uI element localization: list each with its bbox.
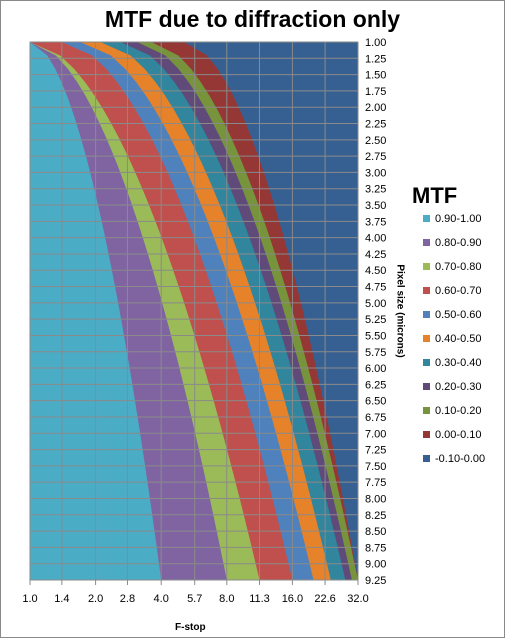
y-tick-label: 4.25: [365, 249, 386, 261]
legend-label: 0.50-0.60: [435, 309, 482, 321]
legend-swatch: [423, 454, 430, 462]
y-tick-label: 8.50: [365, 526, 386, 538]
legend-label: 0.60-0.70: [435, 285, 482, 297]
y-tick-label: 8.00: [365, 493, 386, 505]
y-tick-label: 3.00: [365, 167, 386, 179]
y-tick-label: 3.50: [365, 200, 386, 212]
y-tick-label: 7.50: [365, 461, 386, 473]
legend-swatch: [423, 214, 430, 222]
legend-item: 0.40-0.50: [423, 332, 481, 346]
y-tick-label: 1.75: [365, 86, 386, 98]
y-tick-label: 2.25: [365, 119, 386, 131]
legend-swatch: [423, 430, 430, 438]
legend-item: 0.20-0.30: [423, 380, 481, 394]
legend-label: 0.40-0.50: [435, 333, 482, 345]
chart-title: MTF due to diffraction only: [104, 6, 401, 32]
x-tick-label: 1.0: [22, 593, 37, 605]
y-tick-label: 4.00: [365, 233, 386, 245]
x-tick-label: 8.0: [219, 593, 234, 605]
x-tick-label: 4.0: [154, 593, 169, 605]
legend-swatch: [423, 334, 430, 342]
legend-label: 0.00-0.10: [435, 429, 482, 441]
legend-label: 0.20-0.30: [435, 381, 482, 393]
x-tick-label: 5.7: [187, 593, 202, 605]
legend-item: 0.70-0.80: [423, 260, 481, 274]
x-tick-label: 1.4: [54, 593, 69, 605]
y-tick-label: 1.50: [365, 70, 386, 82]
y-tick-label: 8.25: [365, 510, 386, 522]
y-tick-label: 4.50: [365, 265, 386, 277]
x-tick-label: 22.6: [314, 593, 335, 605]
y-tick-label: 2.75: [365, 151, 386, 163]
y-tick-label: 7.25: [365, 445, 386, 457]
legend-swatch: [423, 406, 430, 414]
y-tick-label: 7.00: [365, 428, 386, 440]
x-tick-label: 32.0: [347, 593, 368, 605]
x-tick-label: 2.8: [120, 593, 135, 605]
y-tick-label: 5.00: [365, 298, 386, 310]
legend-swatch: [423, 358, 430, 366]
y-tick-label: 6.75: [365, 412, 386, 424]
legend-label: -0.10-0.00: [435, 453, 486, 465]
legend-item: 0.80-0.90: [423, 236, 481, 250]
y-axis-title: Pixel size (microns): [394, 264, 406, 358]
y-tick-label: 5.25: [365, 314, 386, 326]
legend-item: 0.10-0.20: [423, 404, 481, 418]
legend-label: 0.70-0.80: [435, 261, 482, 273]
y-tick-label: 6.00: [365, 363, 386, 375]
legend-label: 0.90-1.00: [435, 213, 482, 225]
legend-title: MTF: [412, 183, 458, 208]
legend-swatch: [423, 238, 430, 246]
x-tick-label: 16.0: [282, 593, 303, 605]
legend-swatch: [423, 262, 430, 270]
legend-item: 0.30-0.40: [423, 356, 481, 370]
y-tick-label: 5.50: [365, 330, 386, 342]
legend-item: 0.00-0.10: [423, 428, 481, 442]
legend-swatch: [423, 286, 430, 294]
y-tick-label: 3.75: [365, 216, 386, 228]
y-tick-label: 4.75: [365, 282, 386, 294]
legend-label: 0.10-0.20: [435, 405, 482, 417]
y-tick-label: 6.25: [365, 379, 386, 391]
legend-item: 0.50-0.60: [423, 308, 481, 322]
y-tick-label: 2.50: [365, 135, 386, 147]
plot-border: [29, 41, 359, 581]
legend-swatch: [423, 382, 430, 390]
legend-item: 0.60-0.70: [423, 284, 481, 298]
y-tick-label: 6.50: [365, 396, 386, 408]
y-tick-label: 1.25: [365, 53, 386, 65]
y-tick-label: 3.25: [365, 184, 386, 196]
legend-label: 0.80-0.90: [435, 237, 482, 249]
legend-swatch: [423, 310, 430, 318]
y-tick-label: 9.25: [365, 575, 386, 587]
y-tick-label: 7.75: [365, 477, 386, 489]
x-tick-label: 11.3: [249, 593, 270, 605]
x-axis-title: F-stop: [175, 622, 206, 633]
x-tick-label: 2.0: [88, 593, 103, 605]
y-tick-label: 5.75: [365, 347, 386, 359]
y-tick-label: 9.00: [365, 559, 386, 571]
legend-item: 0.90-1.00: [423, 212, 481, 226]
y-tick-label: 8.75: [365, 542, 386, 554]
legend-item: -0.10-0.00: [423, 452, 485, 466]
y-tick-label: 1.00: [365, 37, 386, 49]
y-tick-label: 2.00: [365, 102, 386, 114]
legend-label: 0.30-0.40: [435, 357, 482, 369]
